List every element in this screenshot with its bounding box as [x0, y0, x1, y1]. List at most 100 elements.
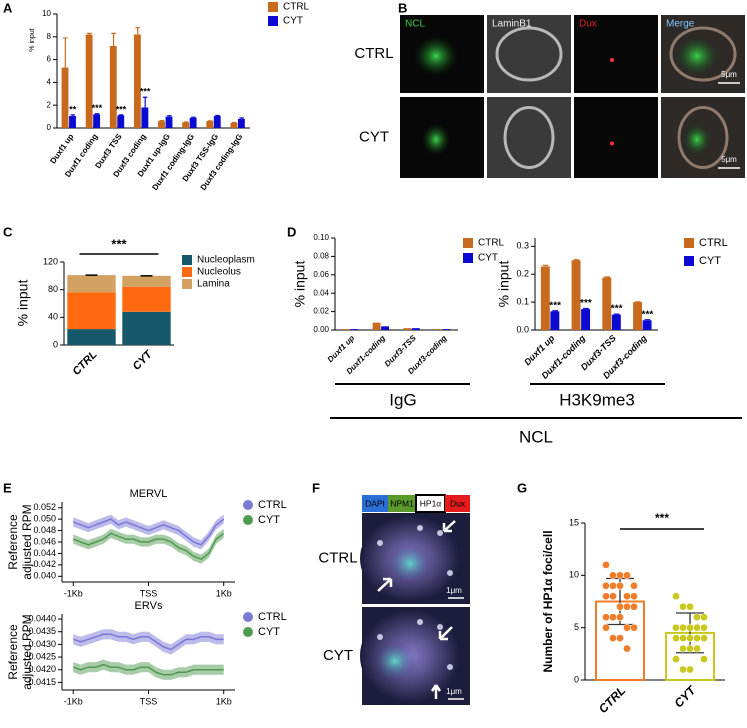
point: [672, 592, 680, 601]
error-bar: [613, 313, 620, 315]
y-tick-label: 0.0430: [28, 639, 56, 649]
x-tick-label: Duxf1 up: [326, 333, 357, 364]
point: [609, 581, 617, 590]
focus: [417, 525, 423, 531]
legend-swatch: [268, 16, 278, 26]
focus: [437, 624, 443, 630]
legend-swatch: [182, 279, 192, 289]
bar: [434, 329, 443, 330]
bar: [206, 121, 214, 128]
y-axis-label: % input: [496, 261, 512, 308]
point: [616, 571, 624, 580]
channel-swatch: [445, 495, 470, 512]
y-tick-label: 4: [47, 78, 52, 87]
channel-label: DAPI: [365, 498, 385, 508]
scale-bar-label: 5μm: [721, 155, 737, 164]
x-tick-label: CTRL: [596, 683, 629, 716]
error-bar: [215, 114, 220, 117]
y-tick-label: 2: [47, 100, 52, 109]
line: [73, 532, 225, 560]
error-bar: [573, 259, 580, 261]
legend-label: Nucleolus: [197, 267, 241, 278]
error-bar: [604, 276, 610, 278]
significance: ***: [116, 104, 127, 114]
y-tick-label: 0: [574, 674, 579, 684]
y-axis-label: adjusted RPM: [20, 504, 34, 579]
lamina-ring: [669, 26, 737, 82]
bar-segment: [122, 286, 171, 312]
error-bar: [191, 116, 196, 118]
y-tick-label: 120: [43, 256, 58, 266]
y-tick-label: 0.00: [313, 325, 329, 334]
bar: [133, 34, 141, 128]
y-tick-label: 0.10: [313, 233, 329, 242]
point: [686, 634, 694, 642]
y-tick-label: 10: [42, 9, 51, 18]
y-axis-label: % input: [29, 28, 36, 51]
focus: [447, 570, 453, 576]
row-label: CYT: [323, 647, 353, 664]
y-tick-label: 0.02: [313, 307, 329, 316]
point: [693, 613, 701, 622]
lamina-ring: [677, 106, 729, 169]
legend-swatch: [463, 253, 473, 263]
lamina-ring: [495, 26, 563, 82]
bar: [411, 328, 420, 330]
arrow: [430, 684, 442, 699]
point: [623, 623, 631, 632]
y-tick-label: 0.052: [33, 502, 56, 512]
legend-swatch: [684, 256, 694, 266]
point: [630, 581, 638, 590]
channel-swatch: [362, 495, 388, 512]
bar: [611, 314, 621, 330]
point: [679, 623, 687, 632]
bar: [341, 329, 350, 330]
point: [609, 592, 617, 601]
group-label: IgG: [389, 390, 416, 409]
chart-title: ERVs: [135, 600, 163, 612]
bar-segment: [67, 329, 116, 345]
panel-letter: E: [3, 480, 12, 495]
point: [686, 623, 694, 632]
point: [679, 602, 687, 611]
x-tick-label: 1Kb: [216, 588, 232, 598]
point: [609, 571, 617, 580]
legend-swatch: [243, 627, 253, 637]
y-tick-label: 0.0440: [28, 613, 56, 623]
channel-label: HP1α: [420, 498, 442, 508]
bar: [540, 266, 550, 330]
point: [616, 581, 624, 590]
point: [616, 634, 624, 642]
focus: [377, 540, 383, 546]
chart-title: MERVL: [130, 488, 168, 500]
point: [672, 655, 680, 663]
y-tick-label: 15: [569, 517, 579, 527]
bar: [442, 329, 451, 330]
point: [672, 623, 680, 632]
bar: [403, 328, 412, 330]
bar: [550, 311, 560, 330]
x-tick-label: 1Kb: [216, 696, 232, 706]
y-tick-label: 0.050: [33, 514, 56, 524]
bar: [109, 45, 117, 128]
panel-letter: G: [517, 480, 527, 495]
legend-label: Nucleoplasm: [197, 255, 255, 266]
bar: [633, 302, 643, 330]
x-tick-label: CYT: [131, 348, 156, 373]
lamina-ring: [503, 106, 555, 169]
signal: [683, 123, 711, 156]
point: [609, 634, 617, 642]
scale-bar-label: 5μm: [721, 70, 737, 79]
point: [602, 623, 610, 632]
row-label: CTRL: [318, 549, 357, 566]
nucleolus: [373, 641, 417, 681]
legend-swatch: [243, 515, 253, 525]
point: [609, 613, 617, 622]
focus: [447, 664, 453, 670]
error-bar: [87, 32, 92, 35]
y-tick-label: 0.06: [313, 270, 329, 279]
bar: [581, 309, 591, 330]
error-bar: [135, 27, 140, 35]
arrow: [438, 626, 453, 641]
point: [630, 602, 638, 611]
